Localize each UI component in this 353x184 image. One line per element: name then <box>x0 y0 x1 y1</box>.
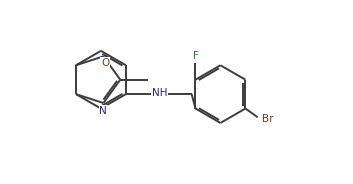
Text: O: O <box>101 58 109 68</box>
Text: Br: Br <box>262 114 273 124</box>
Text: N: N <box>100 106 107 116</box>
Text: NH: NH <box>152 88 168 98</box>
Text: F: F <box>192 51 198 61</box>
